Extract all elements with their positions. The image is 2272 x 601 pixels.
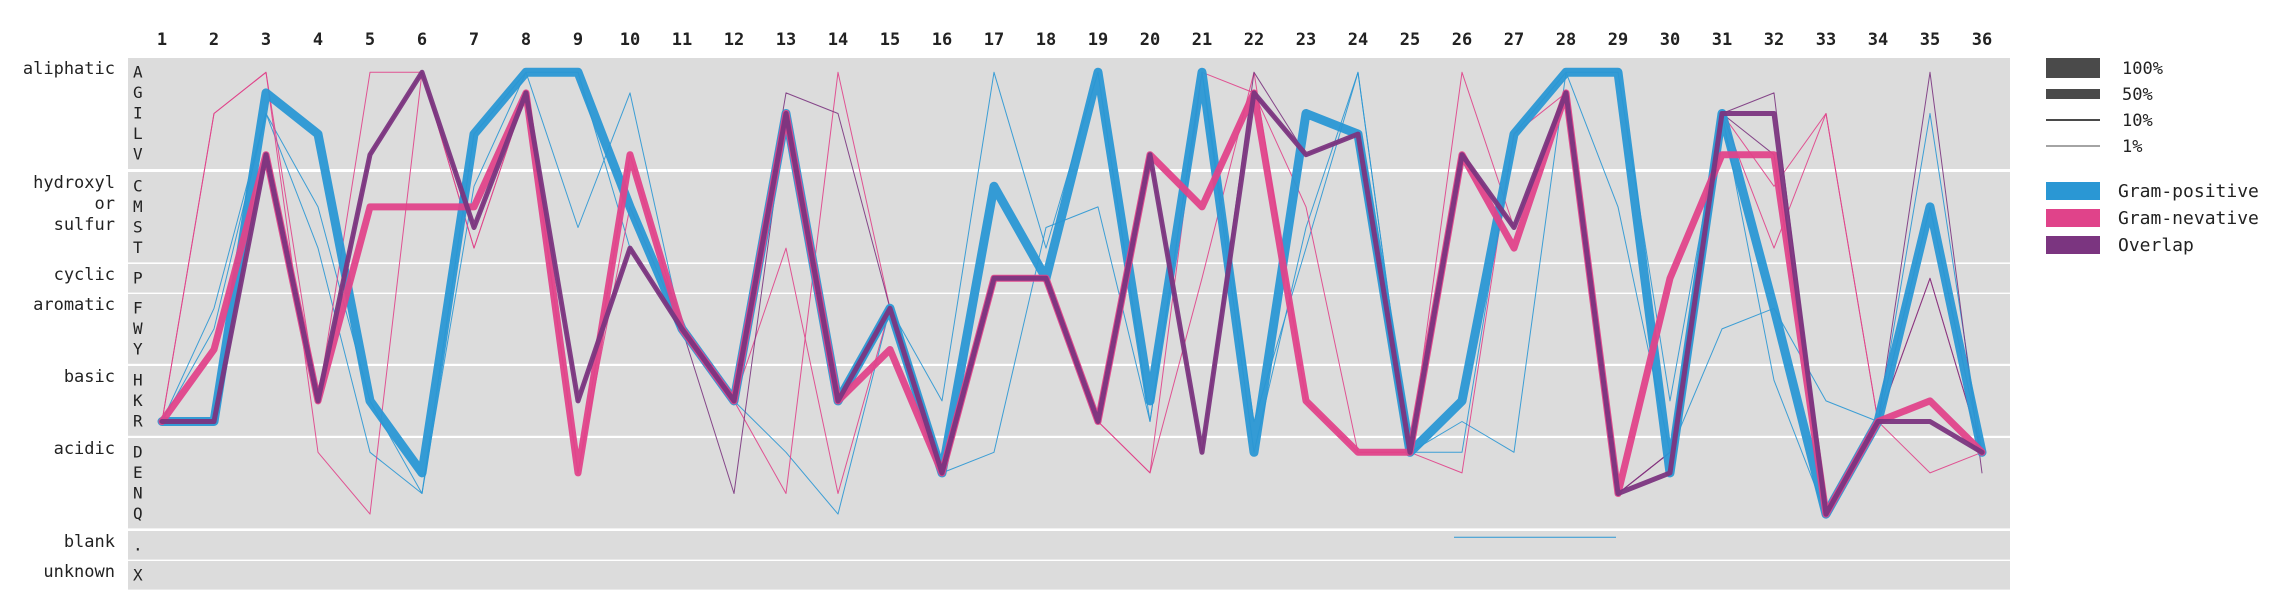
series-legend-swatch [2046, 236, 2100, 254]
position-label: 35 [1920, 30, 1940, 50]
series-legend-label: Gram-nevative [2118, 208, 2259, 229]
position-label: 28 [1556, 30, 1576, 50]
residue-letter: . [133, 535, 143, 554]
residue-letter: S [133, 218, 143, 237]
position-label: 3 [261, 30, 271, 50]
residue-letter: E [133, 463, 143, 482]
position-label: 31 [1712, 30, 1732, 50]
position-label: 10 [620, 30, 640, 50]
position-label: 1 [157, 30, 167, 50]
group-label: sulfur [54, 215, 115, 235]
position-label: 9 [573, 30, 583, 50]
position-label: 20 [1140, 30, 1160, 50]
group-band [128, 531, 2010, 560]
residue-letter: K [133, 391, 143, 410]
position-label: 34 [1868, 30, 1888, 50]
group-label: basic [64, 367, 115, 387]
residue-letter: F [133, 298, 143, 317]
group-label: hydroxyl [33, 173, 115, 193]
group-label: unknown [43, 562, 115, 582]
series-legend-label: Gram-positive [2118, 181, 2259, 202]
group-label: acidic [54, 439, 115, 459]
position-label: 14 [828, 30, 848, 50]
residue-letter: H [133, 370, 143, 389]
group-band [128, 294, 2010, 364]
position-label: 16 [932, 30, 952, 50]
width-legend-label: 50% [2122, 85, 2153, 105]
residue-letter: M [133, 197, 143, 216]
series-main-line [159, 69, 1985, 517]
group-label: cyclic [54, 265, 115, 285]
position-label: 27 [1504, 30, 1524, 50]
position-label: 8 [521, 30, 531, 50]
position-label: 7 [469, 30, 479, 50]
width-legend-label: 100% [2122, 59, 2163, 79]
position-label: 13 [776, 30, 796, 50]
residue-letter: R [133, 412, 143, 431]
position-labels: 1 2 3 4 5 6 7 8 9 10 11 12 13 14 15 16 17 18 19 20 21 22 23 24 2… [157, 30, 1992, 50]
group-label: blank [64, 532, 115, 552]
position-label: 29 [1608, 30, 1628, 50]
residue-letter: V [133, 145, 143, 164]
position-label: 5 [365, 30, 375, 50]
residue-letter: T [133, 238, 143, 257]
position-label: 30 [1660, 30, 1680, 50]
group-band [128, 58, 2010, 169]
residue-letter: P [133, 268, 143, 287]
series-legend: Gram-positive Gram-nevative Overlap [2046, 181, 2259, 256]
residue-letter: A [133, 62, 143, 81]
width-legend-label: 1% [2122, 137, 2142, 157]
position-label: 12 [724, 30, 744, 50]
residue-letter: I [133, 104, 143, 123]
series-lines [157, 67, 1987, 538]
position-label: 36 [1972, 30, 1992, 50]
residue-letter: Q [133, 504, 143, 523]
residue-letter: N [133, 484, 143, 503]
position-label: 23 [1296, 30, 1316, 50]
residue-letter: W [133, 319, 143, 338]
series-legend-swatch [2046, 182, 2100, 200]
series-legend-label: Overlap [2118, 235, 2194, 256]
position-label: 32 [1764, 30, 1784, 50]
position-label: 19 [1088, 30, 1108, 50]
series-legend-swatch [2046, 209, 2100, 227]
residue-letter: Y [133, 340, 143, 359]
group-label: or [95, 194, 115, 214]
position-label: 33 [1816, 30, 1836, 50]
group-band [128, 561, 2010, 590]
position-label: 21 [1192, 30, 1212, 50]
position-label: 15 [880, 30, 900, 50]
position-label: 17 [984, 30, 1004, 50]
residue-letter: D [133, 442, 143, 461]
position-label: 2 [209, 30, 219, 50]
group-label: aromatic [33, 295, 115, 315]
width-legend: 100% 50% 10% 1% [2046, 58, 2163, 157]
residue-letter: L [133, 124, 143, 143]
position-label: 6 [417, 30, 427, 50]
residue-letter: G [133, 83, 143, 102]
legend: 100% 50% 10% 1% Gram-positive Gram-nevative O… [2046, 58, 2259, 256]
group-band [128, 264, 2010, 293]
group-band [128, 438, 2010, 529]
position-label: 11 [672, 30, 692, 50]
position-label: 22 [1244, 30, 1264, 50]
position-label: 25 [1400, 30, 1420, 50]
position-label: 18 [1036, 30, 1056, 50]
group-label: aliphatic [23, 59, 115, 79]
position-label: 4 [313, 30, 323, 50]
residue-letter: C [133, 176, 143, 195]
width-legend-label: 10% [2122, 111, 2153, 131]
group-band [128, 366, 2010, 436]
residue-letter: X [133, 565, 143, 584]
position-label: 24 [1348, 30, 1368, 50]
position-label: 26 [1452, 30, 1472, 50]
